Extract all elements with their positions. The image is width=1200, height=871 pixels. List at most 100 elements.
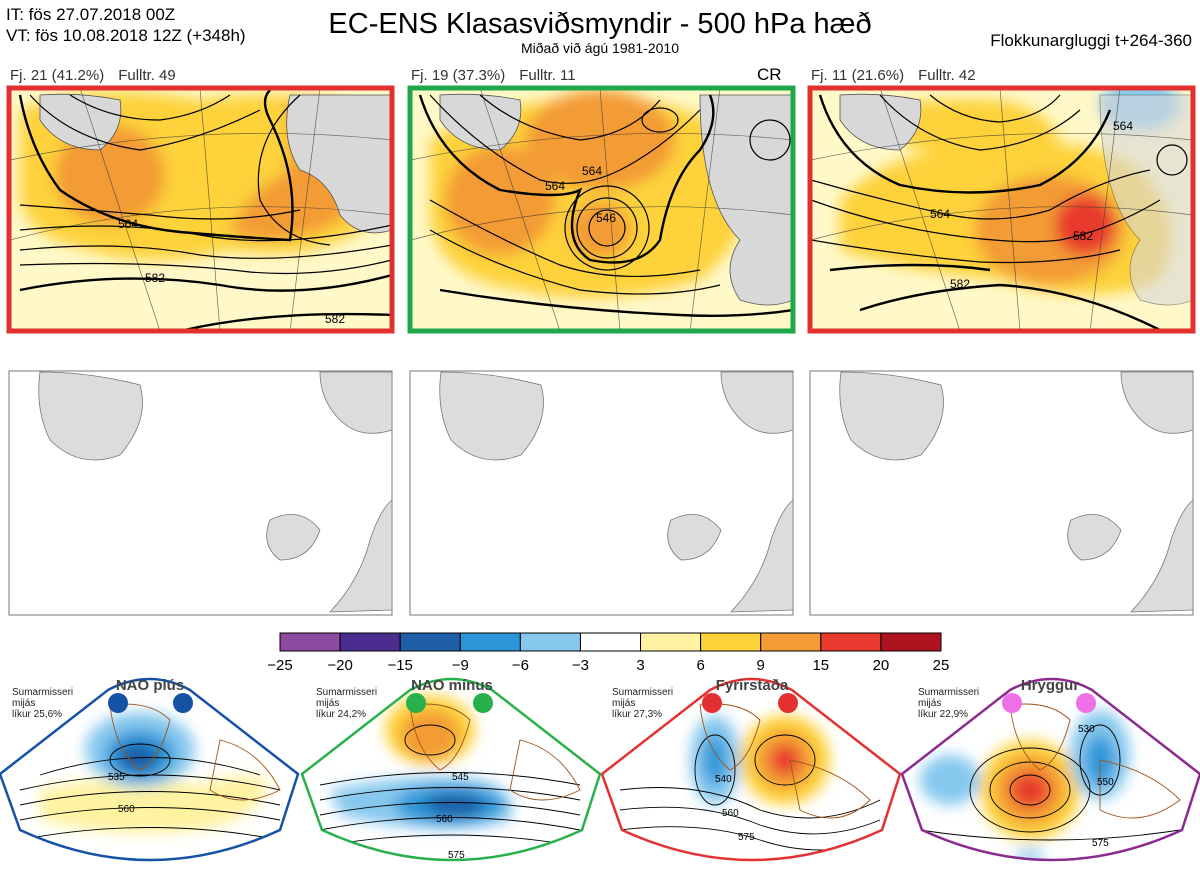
cluster-2-map — [410, 88, 793, 331]
cluster-3-label: Fj. 11 (21.6%) Fulltr. 42 — [811, 67, 990, 84]
regime-nao-minus-frame — [300, 677, 602, 862]
regime-probability: líkur 22,9% — [918, 709, 969, 720]
cluster-3-rep: Fulltr. 42 — [918, 67, 976, 84]
colorbar-swatch — [640, 632, 702, 652]
regime-season: Sumarmisseri — [316, 687, 378, 698]
regime-probability: líkur 25,6% — [12, 709, 63, 720]
regime-probability: líkur 24,2% — [316, 709, 367, 720]
regime-blocking-marker — [702, 693, 722, 713]
init-time: IT: fös 27.07.2018 00Z — [6, 5, 176, 24]
regime-probability: líkur 27,3% — [612, 709, 663, 720]
regime-blocking-info: Sumarmisseri mijás líkur 27,3% — [612, 687, 673, 720]
cluster-2-tag: CR — [757, 65, 782, 84]
cluster-3-contour-label: 564 — [1113, 119, 1133, 133]
cluster-3-contour-label: 582 — [950, 277, 970, 291]
cluster-2-contour-label: 564 — [545, 179, 565, 193]
colorbar-swatch — [820, 632, 882, 652]
colorbar-tick-label: −6 — [511, 657, 529, 674]
colorbar-swatch — [279, 632, 341, 652]
regime-nao-minus-marker — [406, 693, 426, 713]
colorbar-tick-label: −15 — [387, 657, 413, 674]
blank-map-2 — [409, 370, 794, 616]
regime-ridge-contour-label: 530 — [1078, 724, 1095, 735]
regime-nao-minus-contour-label: 575 — [448, 850, 465, 861]
regime-blocking-contour-label: 540 — [715, 774, 732, 785]
regime-mean: mijás — [612, 698, 636, 709]
colorbar-tick-label: 9 — [756, 657, 765, 674]
regime-ridge-contour-label: 550 — [1097, 777, 1114, 788]
init-time-header: IT: fös 27.07.2018 00Z VT: fös 10.08.201… — [6, 4, 246, 46]
colorbar-tick-label: 25 — [932, 657, 950, 674]
regime-blocking-title: Fyrirstaða — [715, 677, 789, 694]
regime-ridge-marker — [1076, 693, 1096, 713]
colorbar-swatch — [399, 632, 461, 652]
cluster-2-contour-label: 546 — [596, 211, 616, 225]
cluster-1-label: Fj. 21 (41.2%) Fulltr. 49 — [10, 67, 190, 84]
colorbar-swatch — [880, 632, 942, 652]
cluster-1-rep: Fulltr. 49 — [118, 67, 176, 84]
cluster-2-count: Fj. 19 (37.3%) — [411, 67, 506, 84]
regime-season: Sumarmisseri — [12, 687, 74, 698]
regime-nao-plus-contour-label: 560 — [118, 804, 135, 815]
regime-nao-minus-contour-label: 545 — [452, 772, 469, 783]
regime-ridge-marker — [1002, 693, 1022, 713]
colorbar-swatch — [519, 632, 581, 652]
anomaly-colorbar — [279, 632, 942, 652]
regime-ridge-map: 530 550 575 — [900, 677, 1200, 862]
colorbar-tick-label: 6 — [696, 657, 705, 674]
valid-time: VT: fös 10.08.2018 12Z (+348h) — [6, 26, 246, 45]
cluster-2-contour-label: 564 — [582, 164, 602, 178]
colorbar-tick-label: −3 — [571, 657, 590, 674]
regime-ridge-info: Sumarmisseri mijás líkur 22,9% — [918, 687, 979, 720]
regime-ridge-contour-label: 575 — [1092, 838, 1109, 849]
regime-season: Sumarmisseri — [918, 687, 980, 698]
cluster-3-frame — [807, 85, 1196, 334]
regime-nao-plus-marker — [108, 693, 128, 713]
cluster-1-contour-label: 582 — [145, 271, 165, 285]
cluster-1-frame — [6, 85, 395, 334]
regime-nao-minus-contour-label: 560 — [436, 814, 453, 825]
regime-nao-plus-contour-label: 535 — [108, 772, 125, 783]
cluster-1-contour-label: 582 — [325, 312, 345, 326]
regime-blocking-marker — [778, 693, 798, 713]
page-title: EC-ENS Klasasviðsmyndir - 500 hPa hæð — [328, 8, 872, 40]
regime-mean: mijás — [316, 698, 340, 709]
regime-nao-minus-info: Sumarmisseri mijás líkur 24,2% — [316, 687, 377, 720]
cluster-2-label: Fj. 19 (37.3%) Fulltr. 11 — [411, 67, 590, 84]
colorbar-swatch — [700, 632, 762, 652]
regime-nao-minus-marker — [473, 693, 493, 713]
colorbar-tick-label: −20 — [327, 657, 353, 674]
colorbar-swatch — [459, 632, 521, 652]
clustering-window: Flokkunargluggi t+264-360 — [990, 31, 1192, 50]
cluster-1-map — [9, 88, 392, 331]
regime-blocking-contour-label: 575 — [738, 832, 755, 843]
blank-map-3 — [809, 370, 1194, 616]
colorbar-tick-label: −9 — [451, 657, 469, 674]
colorbar-tick-label: 15 — [812, 657, 830, 674]
cluster-3-map — [810, 88, 1193, 331]
colorbar-tick-label: 20 — [872, 657, 890, 674]
regime-nao-plus-marker — [173, 693, 193, 713]
regime-blocking-frame — [600, 677, 902, 862]
regime-season: Sumarmisseri — [612, 687, 674, 698]
regime-mean: mijás — [12, 698, 36, 709]
colorbar-swatch — [339, 632, 401, 652]
cluster-3-contour-label: 564 — [930, 207, 950, 221]
cluster-1-contour-label: 564 — [118, 217, 138, 231]
regime-blocking-contour-label: 560 — [722, 808, 739, 819]
colorbar-swatch — [579, 632, 642, 652]
cluster-1-count: Fj. 21 (41.2%) — [10, 67, 105, 84]
regime-mean: mijás — [918, 698, 942, 709]
colorbar-tick-label: −25 — [267, 657, 293, 674]
cluster-2-frame — [407, 85, 796, 334]
regime-nao-plus-title: NAO plús — [115, 677, 185, 694]
cluster-3-count: Fj. 11 (21.6%) — [811, 67, 905, 84]
regime-nao-plus-info: Sumarmisseri mijás líkur 25,6% — [12, 687, 73, 720]
regime-nao-plus-frame — [0, 677, 300, 862]
page-subtitle: Miðað við ágú 1981-2010 — [520, 40, 679, 56]
regime-ridge-title: Hryggur — [1020, 677, 1080, 694]
cluster-2-rep: Fulltr. 11 — [519, 67, 576, 84]
colorbar-tick-label: 3 — [636, 657, 645, 674]
colorbar-swatch — [760, 632, 822, 652]
cluster-3-contour-label: 582 — [1073, 229, 1093, 243]
